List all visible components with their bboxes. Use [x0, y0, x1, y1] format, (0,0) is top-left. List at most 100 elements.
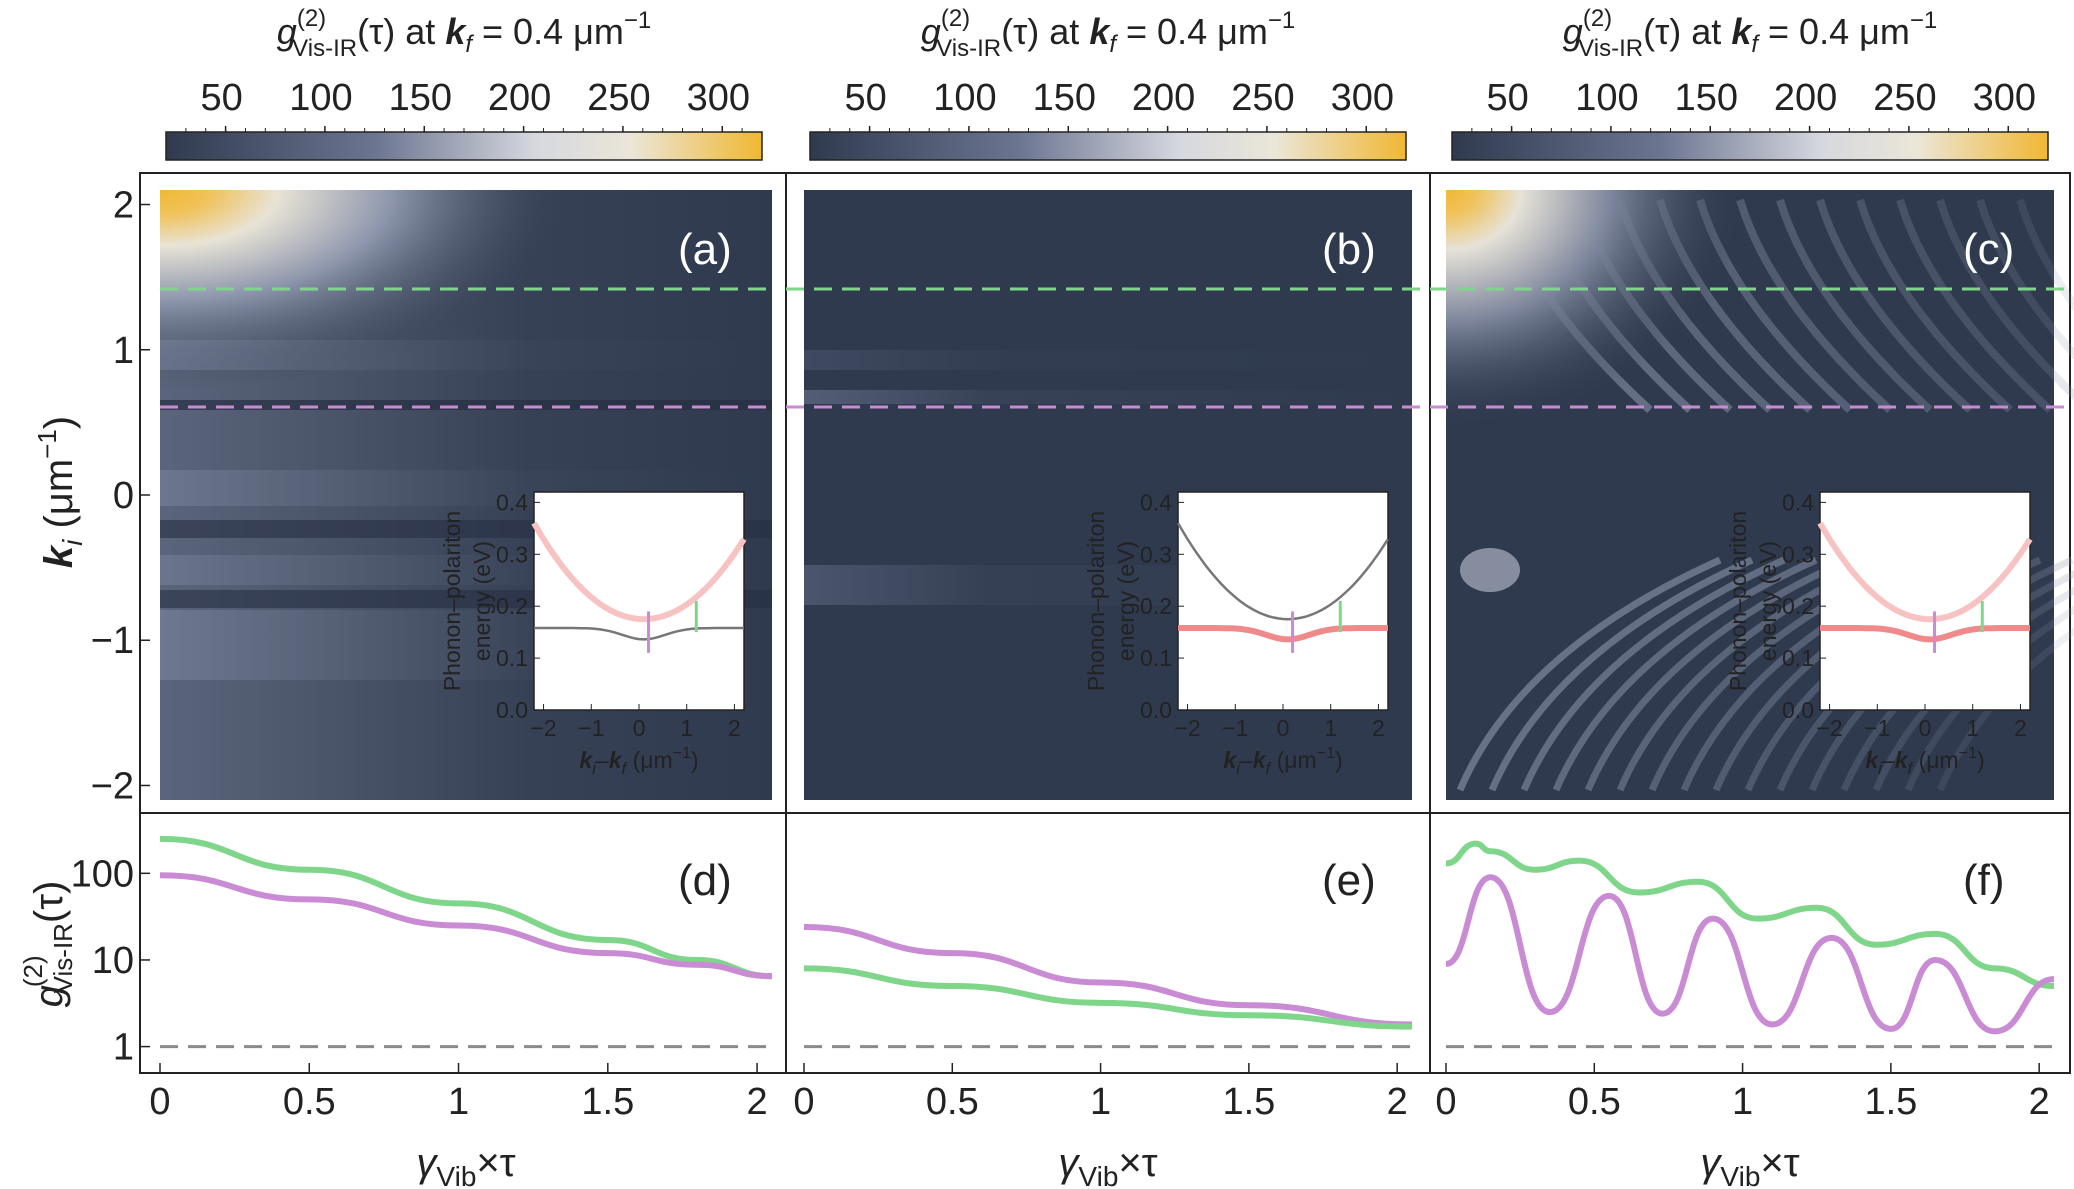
inset-ytick-label: 0.2 [496, 593, 528, 619]
line-plot-f [1445, 840, 2055, 1049]
fringe-upper [2016, 198, 2074, 312]
colorbar-tick-label: 300 [687, 77, 750, 119]
inset-lower-branch [534, 626, 744, 641]
inset-xtick-label: 1 [1966, 715, 1979, 741]
inset-ytick-label: 0.4 [496, 489, 528, 515]
x-tick-label: 1.5 [581, 1081, 634, 1123]
colorbar-tick-label: 250 [587, 77, 650, 119]
x-tick-label: 0 [793, 1081, 814, 1123]
line-plot-e [803, 924, 1413, 1049]
inset-ylabel: Phonon–polariton energy (eV) [1083, 511, 1139, 691]
series-violet [159, 872, 773, 980]
colorbar-c: g(2) Vis-IR(τ) at kf = 0.4 μm−1 50 100 150 20… [1451, 5, 2049, 161]
colorbar-tick-label: 200 [1774, 77, 1837, 119]
fringe-upper [1896, 198, 2053, 413]
colorbar-gradient [809, 131, 1407, 161]
inset-ytick-label: 0.0 [1782, 697, 1814, 723]
colorbar-tick-label: 150 [1033, 77, 1096, 119]
y-tick-label: 1 [113, 330, 134, 372]
colorbar-b: g(2) Vis-IR(τ) at kf = 0.4 μm−1 50 100 150 20… [809, 5, 1407, 161]
series-green [159, 835, 773, 980]
inset-ylabel: Phonon–polariton energy (eV) [1725, 511, 1781, 691]
colorbar-tick-label: 250 [1231, 77, 1294, 119]
inset-xtick-label: 0 [1277, 715, 1290, 741]
fringe-spot [1460, 548, 1520, 592]
fringe-lower [1520, 556, 1786, 792]
inset-upper-branch [1817, 521, 2033, 623]
inset-xtick-label: 2 [1372, 715, 1385, 741]
inset-c: 0.4 0.3 0.2 0.1 0.0−2 −1 0 1 2 Phonon–polariton en… [1725, 489, 2033, 778]
fringe-lower [1552, 556, 1818, 792]
colorbar-tick-label: 100 [1575, 77, 1638, 119]
fringe-lower [1456, 556, 1722, 792]
colorbar-tick-label: 200 [1132, 77, 1195, 119]
colorbar-gradient [1451, 131, 2049, 161]
colorbar-tick-label: 50 [1486, 77, 1528, 119]
x-tick-label: 0.5 [1568, 1081, 1621, 1123]
fringe-upper [1856, 198, 2013, 413]
y-tick-label: 2 [113, 185, 134, 227]
colorbar-tick-label: 250 [1873, 77, 1936, 119]
svg-text:g(2)Vis-IR(τ): g(2)Vis-IR(τ) [18, 881, 78, 1008]
inset-ylabel-line2: energy (eV) [1113, 541, 1139, 661]
inset-ytick-label: 0.4 [1140, 489, 1172, 515]
colorbar-tick-label: 100 [289, 77, 352, 119]
inset-xtick-label: −1 [1864, 715, 1890, 741]
inset-xtick-label: 1 [680, 715, 693, 741]
x-tick-label: 1 [1090, 1081, 1111, 1123]
colorbar-a: g(2) Vis-IR(τ) at kf = 0.4 μm−1 50 100 150 20… [165, 5, 763, 161]
inset-xtick-label: −2 [1174, 715, 1200, 741]
inset-xlabel: ki–kf (μm−1) [1223, 745, 1342, 778]
fringe-upper [1736, 198, 1893, 413]
inset-ytick-label: 0.2 [1782, 593, 1814, 619]
inset-ylabel-line2: energy (eV) [469, 541, 495, 661]
panel-label-d: (d) [678, 856, 732, 905]
inset-xlabel: ki–kf (μm−1) [1865, 745, 1984, 778]
svg-text:ki (μm−1): ki (μm−1) [32, 416, 88, 568]
x-axis-title: γVib×τ [416, 1141, 515, 1189]
inset-ytick-label: 0.0 [496, 697, 528, 723]
inset-xlabel: ki–kf (μm−1) [579, 745, 698, 778]
fringe-upper [1936, 198, 2074, 401]
log-tick-label: 10 [92, 940, 134, 982]
panel-label-c: (c) [1963, 225, 2014, 274]
colorbar-tick-label: 150 [389, 77, 452, 119]
series-violet [803, 924, 1413, 1028]
colorbar-title: g(2) Vis-IR(τ) at kf = 0.4 μm−1 [1563, 5, 1937, 62]
fringe-upper [1976, 198, 2074, 360]
inset-lower-branch [1178, 625, 1388, 643]
series-green [803, 965, 1413, 1030]
inset-xtick-label: 0 [633, 715, 646, 741]
x-axis-f: 0 0.5 1 1.5 2 γVib×τ [1435, 1063, 2050, 1189]
fringe-upper [1816, 198, 1973, 413]
inset-ylabel-line1: Phonon–polariton [1083, 511, 1109, 691]
inset-ytick-label: 0.1 [1782, 645, 1814, 671]
inset-ytick-label: 0.3 [1782, 541, 1814, 567]
inset-xtick-label: −2 [1816, 715, 1842, 741]
fringe-lower [1936, 627, 2074, 792]
inset-ytick-label: 0.0 [1140, 697, 1172, 723]
panel-label-f: (f) [1963, 856, 2005, 905]
inset-lower-branch [1820, 625, 2030, 643]
fringe-lower [1488, 556, 1754, 792]
x-tick-label: 0 [1435, 1081, 1456, 1123]
bottom-y-axis-title: g(2)Vis-IR(τ) [18, 881, 78, 1008]
colorbar-tick-label: 150 [1675, 77, 1738, 119]
inset-xtick-label: 2 [2014, 715, 2027, 741]
inset-ylabel-line1: Phonon–polariton [439, 511, 465, 691]
colorbar-gradient [165, 131, 763, 161]
inset-b: 0.4 0.3 0.2 0.1 0.0−2 −1 0 1 2 Phonon–polariton en… [1083, 489, 1390, 778]
fringe-upper [1776, 198, 1933, 413]
series-green [1445, 840, 2055, 990]
y-tick-label: 0 [113, 475, 134, 517]
x-tick-label: 0 [149, 1081, 170, 1123]
y-tick-label: −2 [91, 765, 134, 807]
inset-upper-branch [1176, 522, 1390, 621]
inset-xtick-label: 0 [1919, 715, 1932, 741]
line-plot-d [159, 835, 773, 1049]
inset-ytick-label: 0.1 [496, 645, 528, 671]
colorbar-tick-label: 50 [844, 77, 886, 119]
x-axis-d: 0 0.5 1 1.5 2 γVib×τ [149, 1063, 768, 1189]
x-tick-label: 2 [747, 1081, 768, 1123]
x-axis-title: γVib×τ [1700, 1141, 1799, 1189]
